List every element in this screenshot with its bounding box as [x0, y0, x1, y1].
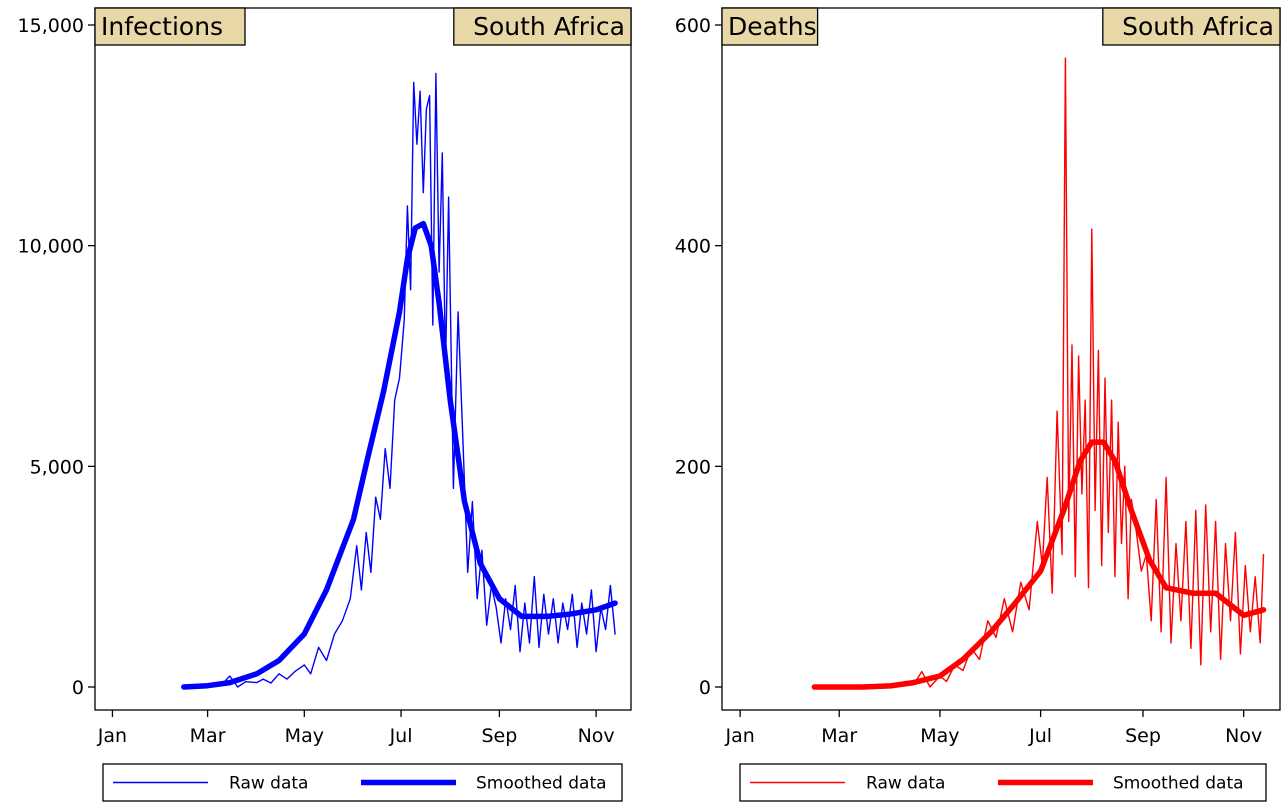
title-tag-box	[94, 7, 246, 46]
title-tag-box	[721, 7, 819, 46]
x-tick-label: Nov	[578, 725, 615, 747]
y-tick-label: 15,000	[18, 15, 84, 37]
panel-subtitle: South Africa	[1122, 12, 1274, 41]
legend-label-raw: Raw data	[866, 774, 945, 794]
raw-data-line	[813, 57, 1265, 688]
x-tick-label: Jul	[1028, 725, 1052, 747]
panel-subtitle: South Africa	[473, 12, 625, 41]
smoothed-data-line	[811, 439, 1267, 690]
legend-label-raw: Raw data	[229, 774, 308, 794]
x-tick-label: Sep	[1125, 725, 1161, 747]
plot-area-frame	[721, 7, 1281, 711]
panel-title: Infections	[101, 12, 223, 41]
plot-area-frame	[94, 7, 632, 711]
x-tick-label: Sep	[481, 725, 517, 747]
panel-title: Deaths	[728, 12, 817, 41]
y-tick-label: 0	[699, 677, 711, 699]
y-tick-label: 0	[72, 677, 84, 699]
infections-chart-panel: 0 5,000 10,000 15,000 Jan Mar May Jul Sep Nov Infe…	[18, 7, 632, 802]
y-tick-label: 5,000	[30, 456, 84, 478]
x-tick-label: Nov	[1225, 725, 1262, 747]
subtitle-tag-box	[1102, 7, 1281, 46]
y-tick-label: 10,000	[18, 236, 84, 258]
x-tick-label: May	[920, 725, 959, 747]
y-tick-label: 400	[675, 236, 711, 258]
x-tick-label: Jan	[97, 725, 127, 747]
legend-label-smoothed: Smoothed data	[476, 774, 607, 794]
x-tick-label: Mar	[190, 725, 226, 747]
smoothed-data-line	[181, 220, 618, 690]
x-tick-label: May	[285, 725, 324, 747]
x-tick-label: Jul	[389, 725, 413, 747]
x-tick-label: Jan	[725, 725, 755, 747]
deaths-chart-panel: 0 200 400 600 Jan Mar May Jul Sep Nov Deaths South …	[675, 7, 1281, 802]
raw-data-line	[183, 72, 616, 688]
x-tick-label: Mar	[821, 725, 857, 747]
legend-label-smoothed: Smoothed data	[1113, 774, 1244, 794]
subtitle-tag-box	[453, 7, 632, 46]
y-tick-label: 200	[675, 456, 711, 478]
y-tick-label: 600	[675, 15, 711, 37]
